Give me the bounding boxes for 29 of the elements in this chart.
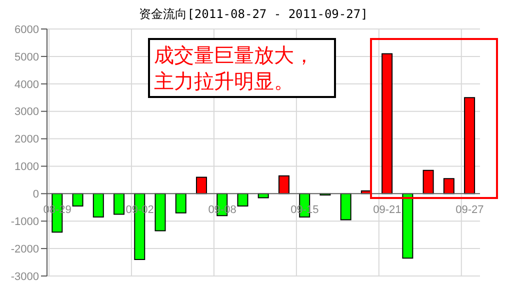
y-tick-label: 5000 <box>14 51 39 64</box>
chart-title: 资金流向[2011-08-27 - 2011-09-27] <box>138 6 369 23</box>
y-tick-label: -3000 <box>10 270 39 283</box>
x-tick-label: 09-27 <box>456 204 484 216</box>
bar <box>237 193 248 207</box>
bar <box>402 193 414 259</box>
bar <box>258 193 269 198</box>
bar <box>154 193 166 232</box>
bar <box>175 193 186 214</box>
x-tick-label: 09-21 <box>373 204 402 216</box>
y-tick-label: 3000 <box>14 106 39 118</box>
bar <box>422 170 434 194</box>
bar <box>382 53 393 194</box>
bar <box>443 178 454 194</box>
y-tick-label: -1000 <box>10 216 39 228</box>
bar <box>278 175 290 194</box>
bar <box>196 176 207 194</box>
annotation: 成交量巨量放大，主力拉升明显。 <box>148 38 336 98</box>
y-tick-label: 2000 <box>14 134 39 146</box>
bar <box>92 193 104 218</box>
bar <box>340 193 352 220</box>
y-tick-label: 4000 <box>14 78 39 91</box>
bar <box>72 193 84 207</box>
bar <box>114 193 125 215</box>
y-tick-label: 0 <box>32 188 39 201</box>
bar <box>464 97 476 194</box>
y-tick-label: -2000 <box>10 243 39 256</box>
y-tick-label: 6000 <box>14 24 39 36</box>
y-tick-label: 1000 <box>14 161 39 174</box>
